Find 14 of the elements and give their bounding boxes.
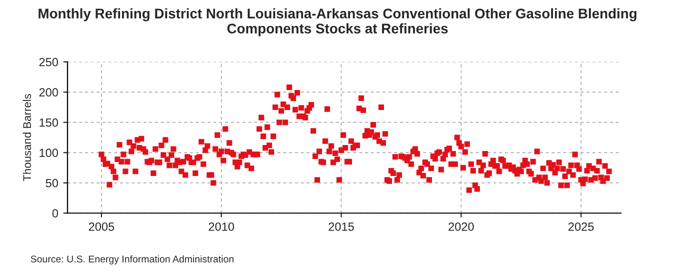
y-tick-label: 0 xyxy=(52,209,58,218)
y-tick-label: 250 xyxy=(39,58,58,66)
x-tick-label: 2005 xyxy=(88,222,114,231)
y-tick-label: 200 xyxy=(39,88,58,97)
y-tick-label: 150 xyxy=(40,118,58,127)
x-tick-label: 2025 xyxy=(568,222,594,231)
x-tick-label: 2015 xyxy=(328,222,354,231)
chart-title: Monthly Refining District North Louisiana-Arkansas Conventional Other Gasoline Blending Components Stocks at Refineries xyxy=(38,8,636,36)
x-tick-label: 2010 xyxy=(208,222,234,231)
source-note: Source: U.S. Energy Information Administration xyxy=(30,255,234,264)
y-tick-label: 50 xyxy=(46,178,58,188)
y-axis-title: Thousand Barrels xyxy=(22,94,32,182)
y-tick-label: 100 xyxy=(40,148,58,158)
x-tick-label: 2020 xyxy=(448,222,474,231)
